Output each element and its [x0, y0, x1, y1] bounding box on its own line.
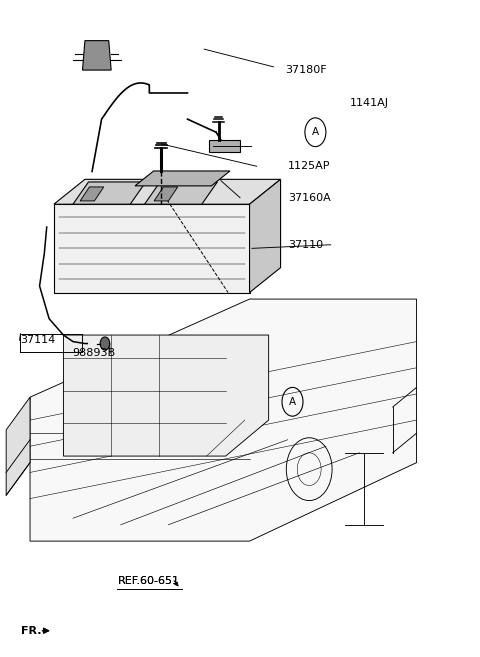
Text: 1125AP: 1125AP [288, 161, 330, 171]
Text: A: A [289, 397, 296, 407]
Polygon shape [154, 187, 178, 201]
Text: REF.60-651: REF.60-651 [119, 576, 180, 586]
Polygon shape [250, 179, 281, 292]
Text: 37110: 37110 [288, 240, 323, 250]
Text: 37180F: 37180F [285, 65, 327, 75]
Polygon shape [80, 187, 104, 201]
Text: FR.: FR. [22, 625, 42, 636]
Text: REF.60-651: REF.60-651 [119, 576, 180, 586]
Polygon shape [144, 182, 217, 204]
Polygon shape [73, 182, 146, 204]
Polygon shape [54, 179, 281, 204]
Polygon shape [63, 335, 269, 456]
Polygon shape [209, 140, 240, 152]
Polygon shape [30, 299, 417, 541]
Polygon shape [135, 171, 230, 186]
Text: 98893B: 98893B [72, 348, 115, 358]
Polygon shape [83, 41, 111, 70]
Text: 37114: 37114 [21, 335, 56, 346]
Text: 1141AJ: 1141AJ [350, 98, 389, 108]
Polygon shape [6, 397, 30, 495]
Text: 37160A: 37160A [288, 193, 330, 202]
Circle shape [100, 337, 110, 350]
Text: A: A [312, 127, 319, 137]
Polygon shape [54, 204, 250, 292]
